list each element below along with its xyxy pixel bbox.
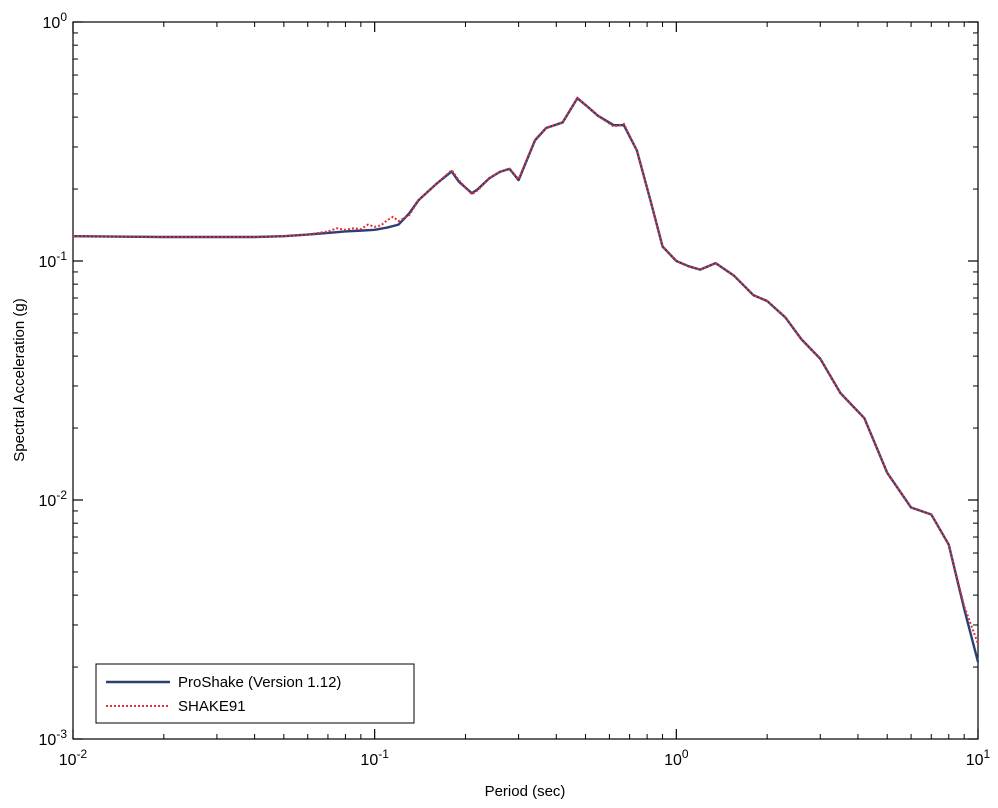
x-tick-label: 10-2 <box>59 747 88 769</box>
y-tick-label: 100 <box>43 10 68 32</box>
y-tick-label: 10-3 <box>39 727 68 749</box>
legend-label-shake91: SHAKE91 <box>178 698 246 715</box>
minor-ticks <box>73 22 978 739</box>
legend-label-proshake: ProShake (Version 1.12) <box>178 674 341 691</box>
x-tick-label: 100 <box>664 747 689 769</box>
y-tick-label: 10-1 <box>39 249 68 271</box>
plot-area <box>72 21 979 740</box>
y-tick-labels: 10-3 10-2 10-1 100 <box>39 10 68 749</box>
x-tick-labels: 10-2 10-1 100 101 <box>59 747 991 769</box>
major-ticks <box>72 21 979 740</box>
y-axis-label: Spectral Acceleration (g) <box>11 298 28 461</box>
x-tick-label: 10-1 <box>360 747 389 769</box>
series-line-shake91 <box>72 96 979 645</box>
series-layer <box>72 96 980 663</box>
legend: ProShake (Version 1.12) SHAKE91 <box>95 663 415 724</box>
y-tick-label: 10-2 <box>39 488 68 510</box>
x-axis-label: Period (sec) <box>485 783 566 800</box>
legend-box <box>95 663 415 724</box>
x-tick-label: 101 <box>966 747 991 769</box>
